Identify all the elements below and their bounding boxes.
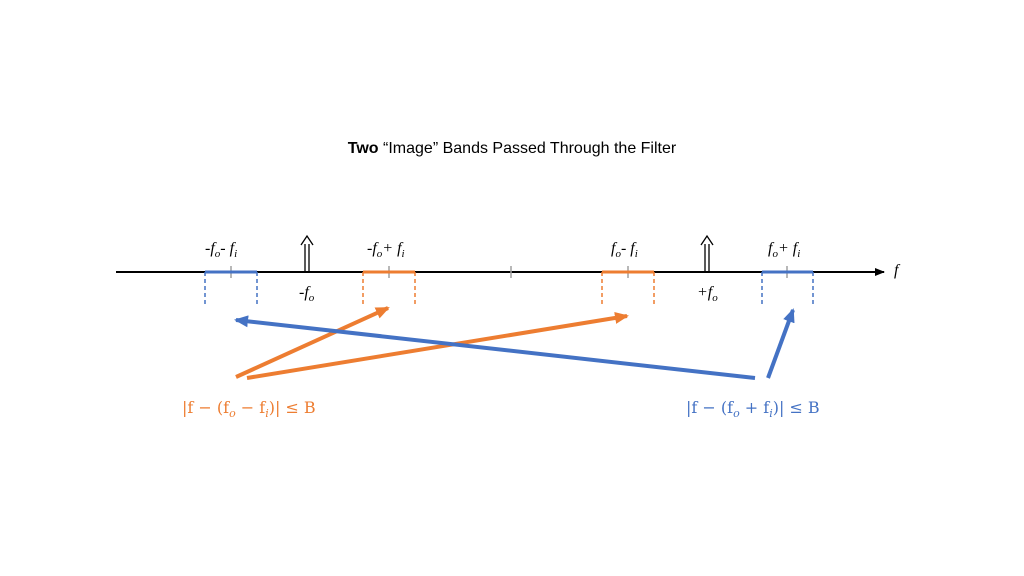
label-fo-minus-fi: fo- fi [611, 240, 638, 260]
label-sub: i [401, 248, 405, 261]
ineq-sub: i [769, 407, 773, 421]
label-sub: i [634, 248, 638, 261]
blue-arrow-to-neg-band [234, 315, 756, 380]
label-pos-fo: +fo [697, 284, 718, 304]
label-part: f [768, 240, 773, 257]
ineq-sub: o [733, 407, 740, 421]
band-blue-pos [761, 270, 814, 304]
label-part: -f [205, 240, 215, 257]
orange-arrow-to-pos-band [246, 312, 629, 380]
label-sub: o [712, 292, 718, 305]
title-bold: Two [347, 140, 379, 157]
label-sub: o [376, 248, 383, 261]
label-part: -f [367, 240, 377, 257]
band-orange-neg [362, 270, 416, 304]
label-sub: o [308, 292, 315, 305]
label-part: +f [697, 284, 713, 301]
ineq-sub: o [229, 407, 236, 421]
ineq-part: )| ≤ B [268, 398, 316, 417]
axis-label-f: f [894, 262, 899, 279]
impulse-pos-fo [700, 234, 714, 272]
blue-arrow-to-pos-band [766, 308, 795, 379]
impulse-neg-fo [300, 234, 314, 272]
label-part: - f [220, 240, 235, 257]
label-fo-plus-fi: fo+ fi [768, 240, 800, 260]
label-sub: o [214, 248, 221, 261]
orange-arrow-to-neg-band [235, 306, 390, 379]
label-part: f [611, 240, 616, 257]
label-sub: o [772, 248, 778, 261]
diagram-title: Two “Image” Bands Passed Through the Fil… [0, 140, 1024, 158]
label-sub: i [234, 248, 238, 261]
title-rest: “Image” Bands Passed Through the Filter [378, 140, 677, 157]
label-neg-fo-plus-fi: -fo+ fi [367, 240, 405, 260]
ineq-part: + f [739, 398, 770, 417]
label-part: - f [620, 240, 635, 257]
ineq-part: |f − (f [182, 398, 230, 417]
ineq-part: |f − (f [686, 398, 734, 417]
label-neg-fo-minus-fi: -fo- fi [205, 240, 237, 260]
band-blue-neg [204, 270, 258, 304]
orange-inequality: |f − (fo − fi)| ≤ B [182, 398, 316, 420]
label-part: + f [777, 240, 798, 257]
label-part: -f [299, 284, 309, 301]
label-part: + f [382, 240, 402, 257]
ineq-sub: i [265, 407, 269, 421]
label-sub: o [615, 248, 621, 261]
label-neg-fo: -fo [299, 284, 314, 304]
blue-inequality: |f − (fo + fi)| ≤ B [686, 398, 820, 420]
ineq-part: )| ≤ B [772, 398, 820, 417]
ineq-part: − f [235, 398, 266, 417]
label-sub: i [797, 248, 801, 261]
band-orange-pos [601, 270, 655, 304]
